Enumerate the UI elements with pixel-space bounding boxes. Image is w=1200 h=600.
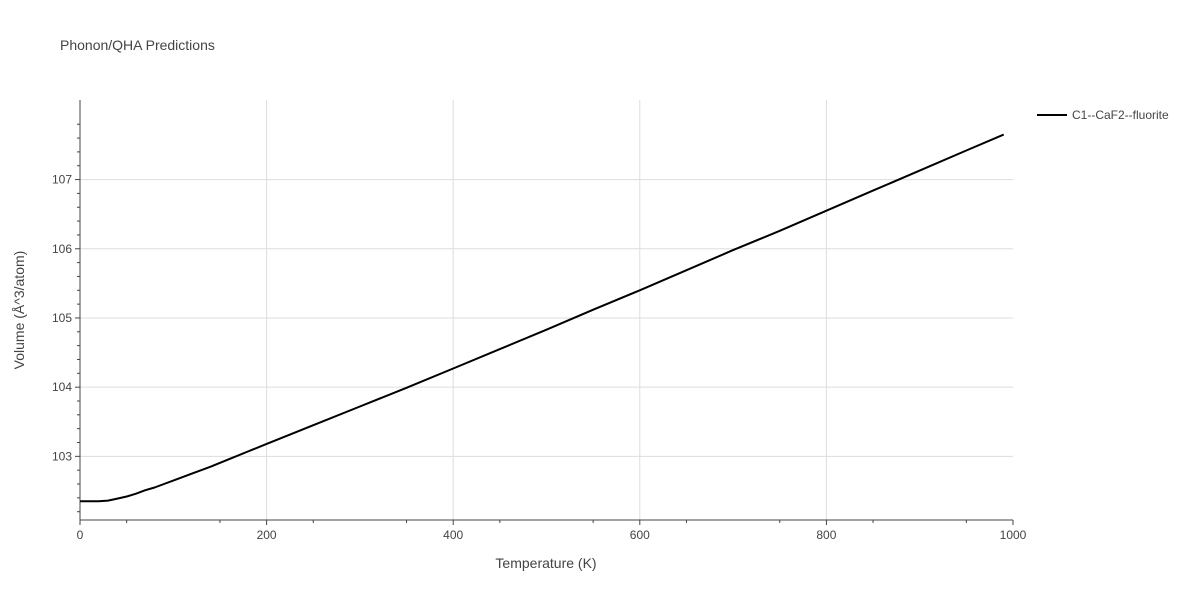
x-axis-title: Temperature (K) (495, 555, 596, 571)
x-tick-label: 1000 (1000, 528, 1027, 542)
y-tick-label: 104 (52, 380, 72, 394)
plot-area[interactable] (80, 133, 1005, 503)
y-tick-label: 105 (52, 311, 72, 325)
grid (80, 100, 1013, 520)
x-tick-label: 800 (816, 528, 836, 542)
y-axis-title: Volume (Å^3/atom) (11, 251, 27, 370)
axes: 0 200 400 600 800 1000 103 104 105 106 107 (52, 100, 1027, 542)
y-tick-label: 107 (52, 173, 72, 187)
series-line[interactable] (80, 133, 1005, 503)
y-tick-label: 103 (52, 449, 72, 463)
chart-title: Phonon/QHA Predictions (60, 37, 215, 53)
y-tick-label: 106 (52, 242, 72, 256)
x-tick-label: 200 (257, 528, 277, 542)
legend-label[interactable]: C1--CaF2--fluorite (1072, 108, 1169, 122)
x-tick-label: 600 (630, 528, 650, 542)
x-tick-label: 0 (77, 528, 84, 542)
x-tick-label: 400 (443, 528, 463, 542)
legend[interactable]: C1--CaF2--fluorite (1037, 108, 1169, 122)
